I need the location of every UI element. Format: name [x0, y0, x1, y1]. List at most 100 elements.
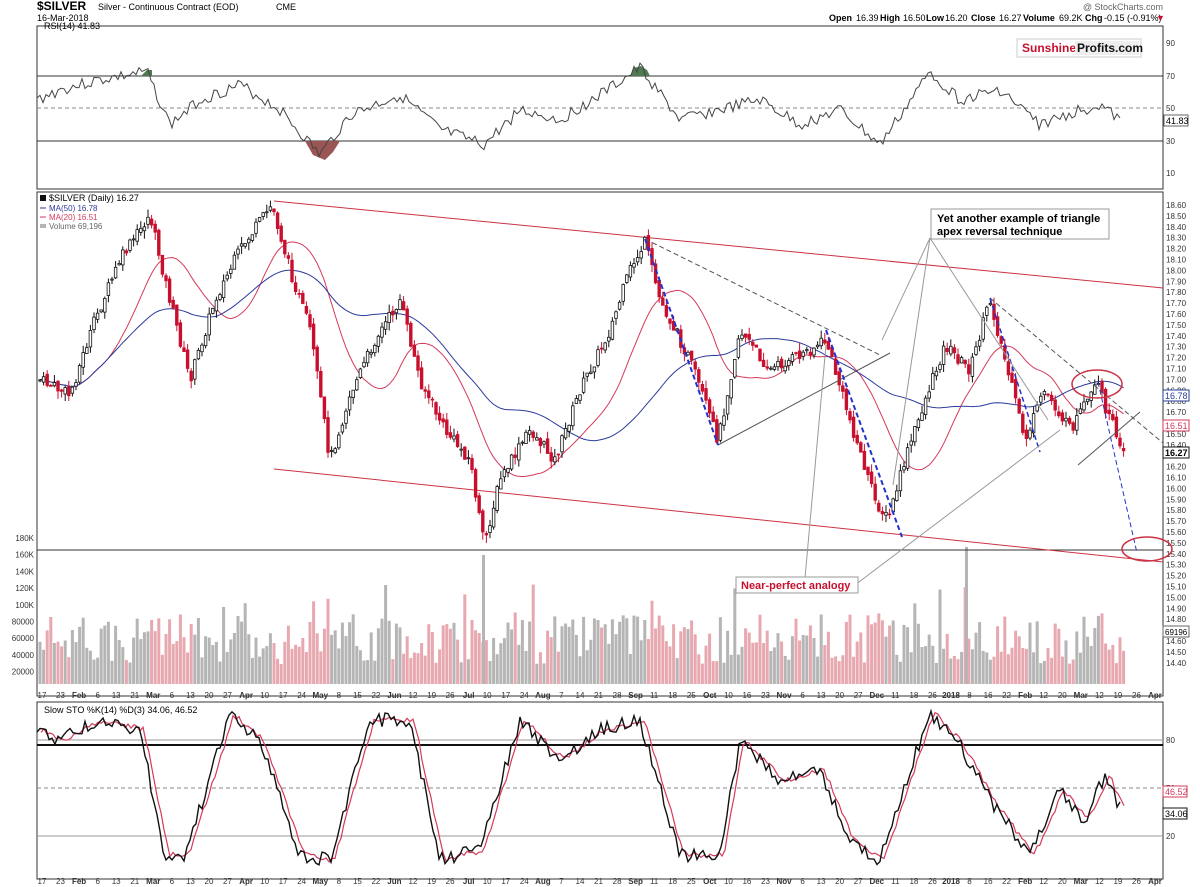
- candle-body: [801, 351, 805, 357]
- volume-bar: [1006, 654, 1010, 684]
- low-label: Low: [926, 13, 945, 23]
- candle-body: [243, 243, 247, 247]
- candle-body: [113, 266, 118, 279]
- candle-body: [261, 212, 265, 217]
- volume-bar: [430, 632, 434, 684]
- date-axis-label: 6: [170, 877, 175, 886]
- candle-body: [365, 350, 370, 364]
- date-axis-label: 15: [353, 691, 362, 700]
- date-axis-label: Oct: [703, 877, 717, 886]
- candle-body: [916, 419, 921, 428]
- candle-body: [754, 344, 759, 348]
- candle-body: [445, 419, 449, 435]
- candle-body: [617, 301, 622, 310]
- candle-body: [884, 512, 888, 516]
- candle-body: [477, 495, 481, 514]
- volume-bar: [200, 657, 204, 684]
- volume-bar: [859, 632, 863, 684]
- volume-bar: [189, 623, 193, 684]
- volume-bar: [344, 636, 348, 684]
- price-axis-label: 15.90: [1166, 495, 1187, 504]
- volume-bar: [157, 618, 161, 684]
- date-axis-label: Feb: [72, 691, 86, 700]
- volume-bar: [898, 661, 902, 684]
- price-axis-label: 14.90: [1166, 604, 1187, 613]
- volume-bar: [1068, 663, 1072, 684]
- date-axis-label: 2018: [942, 877, 960, 886]
- candle-body: [322, 396, 327, 420]
- date-axis-label: 27: [854, 691, 863, 700]
- date-axis-label: 11: [891, 877, 900, 886]
- candle-body: [470, 457, 474, 470]
- candle-body: [769, 367, 773, 370]
- volume-bar: [564, 623, 568, 684]
- volume-bar: [600, 627, 604, 684]
- candle-body: [347, 396, 352, 411]
- volume-bar: [549, 637, 553, 684]
- candle-body: [1039, 395, 1043, 403]
- date-axis-label: 10: [260, 691, 269, 700]
- candle-body: [751, 341, 755, 346]
- candle-body: [254, 221, 258, 234]
- volume-bar: [769, 651, 773, 684]
- volume-bar: [114, 625, 118, 684]
- date-axis-label: Feb: [1018, 877, 1032, 886]
- date-axis-label: Aug: [535, 877, 551, 886]
- logo-profits: Profits: [1077, 41, 1115, 55]
- candle-body: [265, 211, 269, 214]
- volume-bar: [214, 641, 218, 684]
- candle-body: [491, 507, 496, 528]
- volume-bar: [722, 662, 726, 684]
- date-axis-label: 21: [594, 691, 603, 700]
- volume-bar: [621, 615, 625, 684]
- candle-body: [229, 268, 233, 274]
- date-axis-label: 18: [909, 877, 918, 886]
- date-axis-label: 20: [835, 877, 844, 886]
- candle-body: [423, 389, 427, 392]
- price-axis-label: 18.50: [1166, 212, 1187, 221]
- volume-bar: [844, 621, 848, 684]
- candle-body: [412, 344, 417, 357]
- price-axis-label: 18.60: [1166, 201, 1187, 210]
- volume-bar: [423, 655, 427, 684]
- volume-bar: [38, 641, 42, 684]
- volume-bar: [762, 643, 766, 684]
- candle-body: [725, 395, 730, 415]
- volume-bar: [661, 625, 665, 684]
- volume-bar: [524, 651, 528, 684]
- candle-body: [574, 398, 579, 404]
- date-axis-label: Sep: [628, 691, 643, 700]
- volume-bar: [1010, 647, 1014, 684]
- date-axis-label: 20: [205, 691, 214, 700]
- candle-body: [178, 322, 183, 347]
- chg-label: Chg: [1085, 13, 1103, 23]
- price-axis-label: 16.10: [1166, 474, 1187, 483]
- candle-body: [545, 438, 550, 454]
- candle-body: [441, 418, 445, 423]
- exchange-label: CME: [276, 2, 296, 12]
- candle-body: [286, 255, 291, 259]
- volume-bar: [1017, 636, 1021, 684]
- volume-bar: [808, 625, 812, 684]
- volume-bar: [787, 659, 791, 684]
- candle-body: [488, 525, 492, 533]
- volume-bar: [99, 628, 103, 684]
- volume-bar: [888, 625, 892, 684]
- candle-body: [106, 282, 111, 296]
- date-axis-label: 14: [576, 691, 585, 700]
- volume-bar: [301, 638, 305, 684]
- volume-bar: [355, 646, 359, 684]
- volume-bar: [632, 615, 636, 684]
- volume-bar: [240, 621, 244, 684]
- volume-bar: [56, 641, 60, 684]
- volume-bars: [38, 547, 1126, 684]
- sunshine-profits-logo: Sunshine Profits .com: [1016, 38, 1143, 58]
- volume-axis: 180K 160K 140K 120K 100K 80000 60000 40000 20000: [12, 534, 35, 677]
- candle-body: [877, 502, 881, 512]
- candle-body: [581, 377, 586, 393]
- candle-body: [236, 248, 240, 255]
- date-axis-label: 6: [800, 691, 805, 700]
- price-axis-label: 17.30: [1166, 343, 1187, 352]
- volume-bar: [1003, 616, 1007, 684]
- volume-bar: [772, 647, 776, 684]
